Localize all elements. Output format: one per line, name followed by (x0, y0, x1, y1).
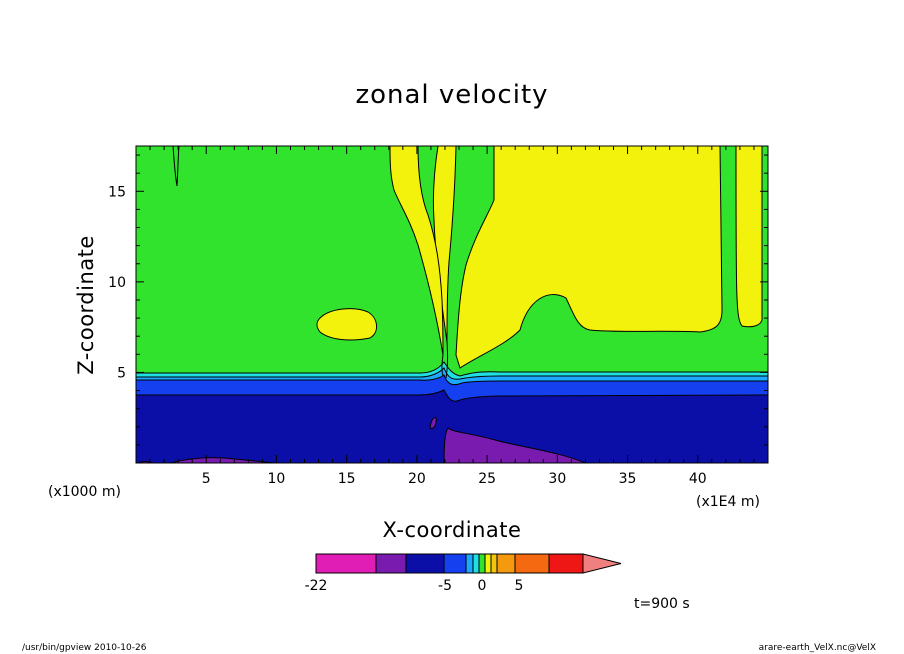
colorbar-label: 5 (515, 578, 524, 594)
colorbar-segment (548, 553, 584, 574)
contour-region-yellow-bubble (316, 308, 377, 341)
x-unit-label: (x1E4 m) (696, 494, 760, 510)
footer-right: arare-earth_VelX.nc@VelX (759, 643, 876, 653)
colorbar-segment (472, 553, 480, 574)
chart-title: zonal velocity (355, 80, 548, 110)
y-tick-label: 5 (117, 365, 126, 381)
colorbar-segment (490, 553, 498, 574)
plot-frame (135, 145, 769, 464)
x-axis-ticks: 5 10 15 20 25 30 35 40 (149, 146, 755, 487)
x-tick-label: 35 (619, 471, 637, 487)
colorbar-label: -5 (438, 578, 452, 594)
colorbar-segment (315, 553, 377, 574)
x-tick-label: 40 (689, 471, 707, 487)
colorbar-label: 0 (478, 578, 487, 594)
colorbar-segment (443, 553, 467, 574)
x-axis-label: X-coordinate (383, 518, 522, 542)
colorbar-segment (478, 553, 486, 574)
colorbar-segment (484, 553, 492, 574)
contour-region-yellow-right (735, 146, 763, 328)
contour-line-ripple (172, 146, 180, 187)
x-tick-label: 20 (408, 471, 426, 487)
y-axis-ticks: 5 10 15 (108, 154, 768, 446)
colorbar-labels: -22 -5 0 5 (305, 578, 524, 594)
contour-region-navy (136, 389, 768, 463)
y-tick-label: 15 (108, 184, 126, 200)
colorbar-segment (405, 553, 445, 574)
contour-region-yellow-main (455, 146, 723, 369)
x-tick-label: 15 (338, 471, 356, 487)
x-tick-label: 25 (478, 471, 496, 487)
colorbar-extend-arrow (582, 553, 622, 574)
colorbar-segment (465, 553, 474, 574)
y-axis-label: Z-coordinate (74, 235, 98, 375)
x-tick-label: 30 (548, 471, 566, 487)
contour-region-purple-main (443, 427, 586, 463)
footer-left: /usr/bin/gpview 2010-10-26 (22, 643, 147, 653)
colorbar-segment (375, 553, 407, 574)
colorbar-segment (496, 553, 516, 574)
x-tick-label: 10 (268, 471, 286, 487)
contour-line-jet (441, 341, 449, 379)
contour-region-yellow-left (389, 146, 444, 356)
y-tick-label: 10 (108, 275, 126, 291)
plot-area (135, 145, 769, 464)
y-unit-label: (x1000 m) (48, 484, 121, 500)
contour-region-purple-small (429, 417, 437, 429)
colorbar-label: -22 (305, 578, 328, 594)
colorbar-segment (514, 553, 550, 574)
colorbar (315, 553, 622, 574)
x-tick-label: 5 (202, 471, 211, 487)
time-annotation: t=900 s (634, 596, 690, 612)
